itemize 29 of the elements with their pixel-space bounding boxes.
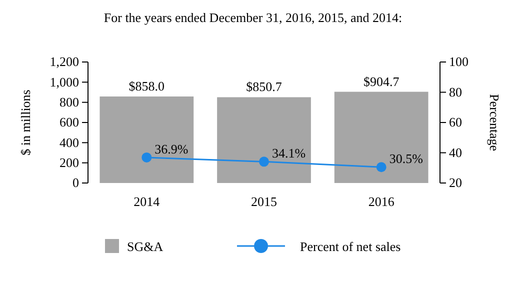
point — [259, 156, 269, 167]
legend-label: SG&A — [127, 239, 164, 254]
point — [142, 152, 152, 162]
y2-tick-label: 60 — [449, 114, 462, 130]
y2-tick-label: 100 — [449, 54, 468, 70]
data-label: $858.0 — [128, 78, 165, 94]
y2-tick-label: 40 — [449, 144, 462, 160]
x-tick-label: 2015 — [251, 194, 277, 210]
y-tick-label: 1,000 — [50, 74, 79, 90]
point — [376, 162, 386, 172]
data-label: $904.7 — [363, 74, 400, 89]
y-tick-label: 1,200 — [50, 54, 79, 70]
y2-axis-title: Percentage — [487, 94, 502, 152]
y-axis-title: $ in millions — [18, 90, 33, 156]
y-tick-label: 600 — [60, 114, 79, 130]
y2-tick-label: 80 — [449, 84, 462, 100]
y-tick-label: 400 — [60, 134, 79, 150]
y2-tick-label: 20 — [449, 175, 462, 190]
data-label: $850.7 — [246, 79, 282, 94]
legend-label: Percent of net sales — [300, 239, 401, 254]
x-tick-label: 2016 — [368, 194, 395, 210]
y-tick-label: 0 — [72, 175, 79, 190]
chart-title: For the years ended December 31, 2016, 2015, and 2014: — [104, 10, 402, 25]
y-tick-label: 200 — [60, 154, 79, 170]
data-label: 34.1% — [272, 146, 306, 161]
data-label: 30.5% — [389, 151, 424, 166]
y-tick-label: 800 — [60, 94, 79, 110]
x-tick-label: 2014 — [134, 194, 160, 210]
data-label: 36.9% — [154, 141, 188, 156]
